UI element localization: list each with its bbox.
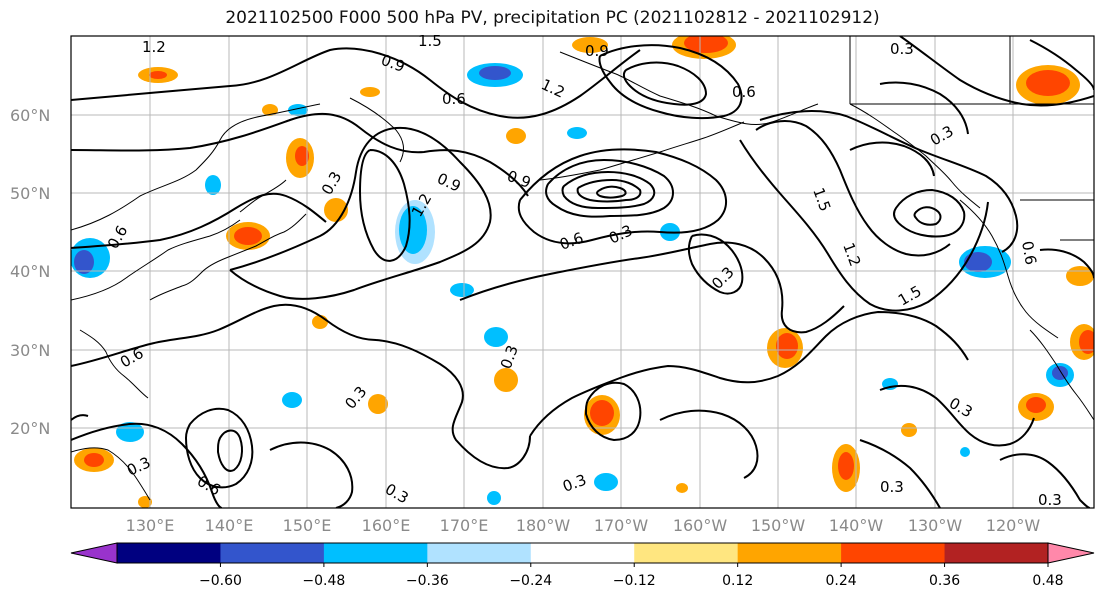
- pv-contours: [71, 36, 1094, 508]
- contour-label: 0.3: [927, 122, 957, 150]
- lat-label: 50°N: [10, 184, 50, 203]
- contour-label: 0.3: [341, 383, 370, 413]
- colorbar: −0.60 −0.48 −0.36 −0.24 −0.12 0.12 0.24 0.36 0.4…: [70, 542, 1095, 589]
- lat-label: 40°N: [10, 262, 50, 281]
- lon-label: 170°W: [594, 516, 649, 535]
- map-title: 2021102500 F000 500 hPa PV, precipitatio…: [225, 8, 880, 28]
- contour-label: 0.9: [379, 51, 408, 76]
- colorbar-tick-label: 0.24: [826, 573, 857, 589]
- contour-label: 0.9: [434, 169, 463, 195]
- longitude-labels: 130°E 140°E 150°E 160°E 170°E 180°W 170°…: [126, 516, 1041, 535]
- contour-label: 0.6: [104, 222, 132, 252]
- contour-label: 0.3: [946, 394, 976, 422]
- colorbar-extend-right: [1047, 542, 1095, 564]
- contour-label: 1.2: [839, 240, 864, 269]
- contour-label: 0.6: [732, 83, 756, 101]
- contour-label: 0.3: [606, 221, 635, 247]
- lon-label: 130°E: [126, 516, 175, 535]
- latitude-labels: 60°N 50°N 40°N 30°N 20°N: [10, 106, 50, 438]
- colorbar-tick-label: −0.24: [509, 573, 552, 589]
- contour-label: 0.6: [557, 229, 586, 254]
- lat-label: 20°N: [10, 419, 50, 438]
- colorbar-tick-label: 0.36: [929, 573, 960, 589]
- colorbar-cell: [427, 543, 532, 563]
- lon-label: 150°W: [751, 516, 806, 535]
- contour-label: 0.3: [318, 168, 346, 198]
- colorbar-tick-label: −0.60: [199, 573, 242, 589]
- contour-label: 1.5: [418, 32, 442, 50]
- contour-label: 0.6: [442, 90, 466, 108]
- colorbar-tick-label: 0.12: [722, 573, 753, 589]
- lat-label: 30°N: [10, 341, 50, 360]
- lon-label: 130°W: [908, 516, 963, 535]
- colorbar-tick-label: −0.12: [613, 573, 656, 589]
- colorbar-cell: [117, 543, 221, 563]
- contour-label: 0.6: [117, 344, 147, 372]
- colorbar-cell: [634, 543, 739, 563]
- lon-label: 150°E: [283, 516, 332, 535]
- colorbar-tick-label: 0.48: [1032, 573, 1063, 589]
- contour-label: 0.3: [124, 453, 153, 479]
- lon-label: 160°W: [673, 516, 728, 535]
- map-frame: [70, 35, 1095, 509]
- contour-label: 1.5: [809, 185, 834, 214]
- colorbar-cell: [841, 543, 946, 563]
- lon-label: 140°E: [205, 516, 254, 535]
- colorbar-cell: [944, 543, 1049, 563]
- contour-label: 0.9: [505, 167, 534, 192]
- contour-label: 0.3: [560, 471, 589, 496]
- contour-label: 0.9: [585, 42, 609, 60]
- colorbar-tick-label: −0.36: [406, 573, 449, 589]
- lon-label: 120°W: [986, 516, 1041, 535]
- contour-label: 0.3: [890, 40, 914, 58]
- colorbar-extend-left: [70, 542, 118, 564]
- contour-label: 0.3: [497, 343, 522, 372]
- lon-label: 140°W: [829, 516, 884, 535]
- colorbar-cell: [530, 543, 635, 563]
- colorbar-cell: [220, 543, 325, 563]
- precip-patches: [71, 36, 1094, 508]
- lon-label: 160°E: [362, 516, 411, 535]
- lat-label: 60°N: [10, 106, 50, 125]
- colorbar-tick-label: −0.48: [302, 573, 345, 589]
- colorbar-cell: [737, 543, 842, 563]
- contour-label: 0.6: [1018, 240, 1040, 267]
- contour-label: 0.3: [1038, 491, 1062, 509]
- lon-label: 170°E: [440, 516, 489, 535]
- contour-label: 0.3: [880, 478, 904, 496]
- grid-lines: [71, 36, 1094, 508]
- colorbar-cell: [323, 543, 428, 563]
- contour-label: 1.2: [142, 38, 166, 56]
- lon-label: 180°W: [516, 516, 571, 535]
